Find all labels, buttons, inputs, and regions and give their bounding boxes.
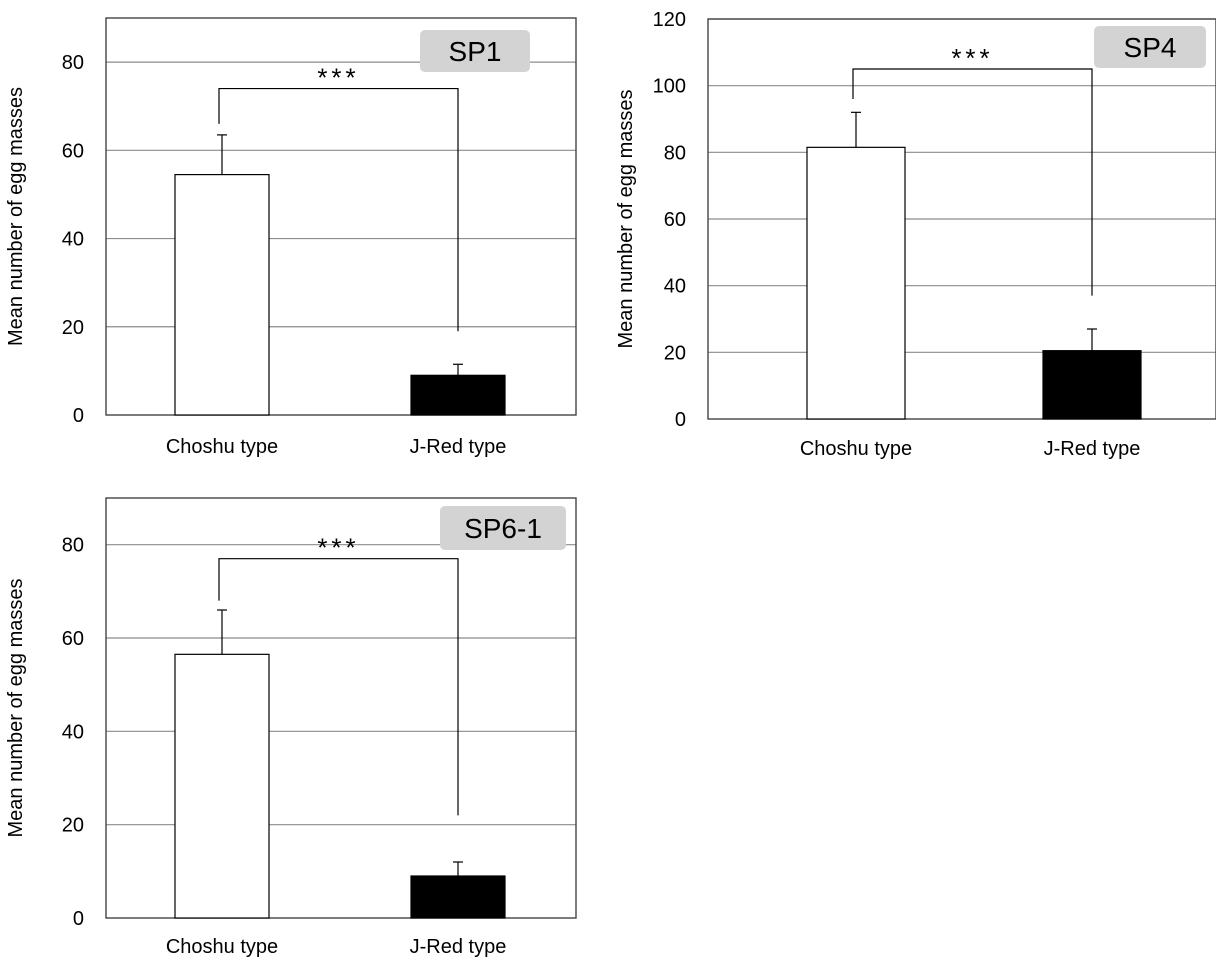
- category-label: J-Red type: [1044, 438, 1141, 460]
- y-tick-label: 60: [664, 209, 686, 231]
- significance-bracket: [218, 87, 459, 332]
- significance-bracket: [218, 558, 459, 816]
- chart-panel-sp4: 0 20 40 60 80 100 120 Choshu type J-Red type *** S…: [615, 9, 1216, 460]
- bar: [410, 875, 506, 919]
- bar: [174, 653, 270, 919]
- bar: [174, 173, 270, 416]
- category-label: Choshu type: [166, 936, 278, 958]
- panel-badge: [440, 506, 566, 550]
- plot-frame: [105, 17, 577, 416]
- category-label: Choshu type: [166, 436, 278, 458]
- y-tick-label: 20: [664, 342, 686, 364]
- bar: [806, 146, 906, 420]
- panel-label: SP1: [449, 36, 502, 67]
- chart-panel-sp6-1: 0 20 40 60 80 Choshu type J-Red type *** SP6-1 Me…: [5, 497, 577, 958]
- significance-bracket: [852, 68, 1093, 296]
- panel-label: SP6-1: [464, 513, 542, 544]
- y-tick-label: 0: [675, 409, 686, 431]
- bar: [410, 374, 506, 416]
- y-tick-label: 40: [664, 276, 686, 298]
- panel-badge: [1094, 26, 1206, 68]
- y-tick-label: 40: [62, 721, 84, 743]
- category-label: J-Red type: [410, 936, 507, 958]
- y-tick-label: 80: [62, 535, 84, 557]
- y-tick-label: 20: [62, 815, 84, 837]
- y-tick-label: 60: [62, 628, 84, 650]
- y-tick-label: 0: [73, 405, 84, 427]
- panel-badge: [420, 30, 530, 72]
- plot-frame: [707, 18, 1216, 420]
- significance-marker: ***: [317, 63, 359, 93]
- category-label: Choshu type: [800, 438, 912, 460]
- category-label: J-Red type: [410, 436, 507, 458]
- bar: [1042, 350, 1142, 420]
- chart-panel-sp1: 0 20 40 60 80 Choshu type J-Red type *** SP1 Mean…: [5, 17, 577, 458]
- y-axis-title: Mean number of egg masses: [5, 578, 27, 837]
- y-tick-label: 60: [62, 140, 84, 162]
- significance-marker: ***: [951, 43, 993, 73]
- y-tick-label: 80: [664, 142, 686, 164]
- plot-frame: [105, 497, 577, 919]
- y-tick-label: 20: [62, 317, 84, 339]
- y-tick-label: 40: [62, 229, 84, 251]
- y-tick-label: 80: [62, 52, 84, 74]
- y-axis-title: Mean number of egg masses: [5, 87, 27, 346]
- y-axis-title: Mean number of egg masses: [615, 89, 637, 348]
- panel-label: SP4: [1124, 32, 1177, 63]
- y-tick-label: 0: [73, 908, 84, 930]
- y-tick-label: 120: [653, 9, 686, 31]
- significance-marker: ***: [317, 533, 359, 563]
- y-tick-label: 100: [653, 76, 686, 98]
